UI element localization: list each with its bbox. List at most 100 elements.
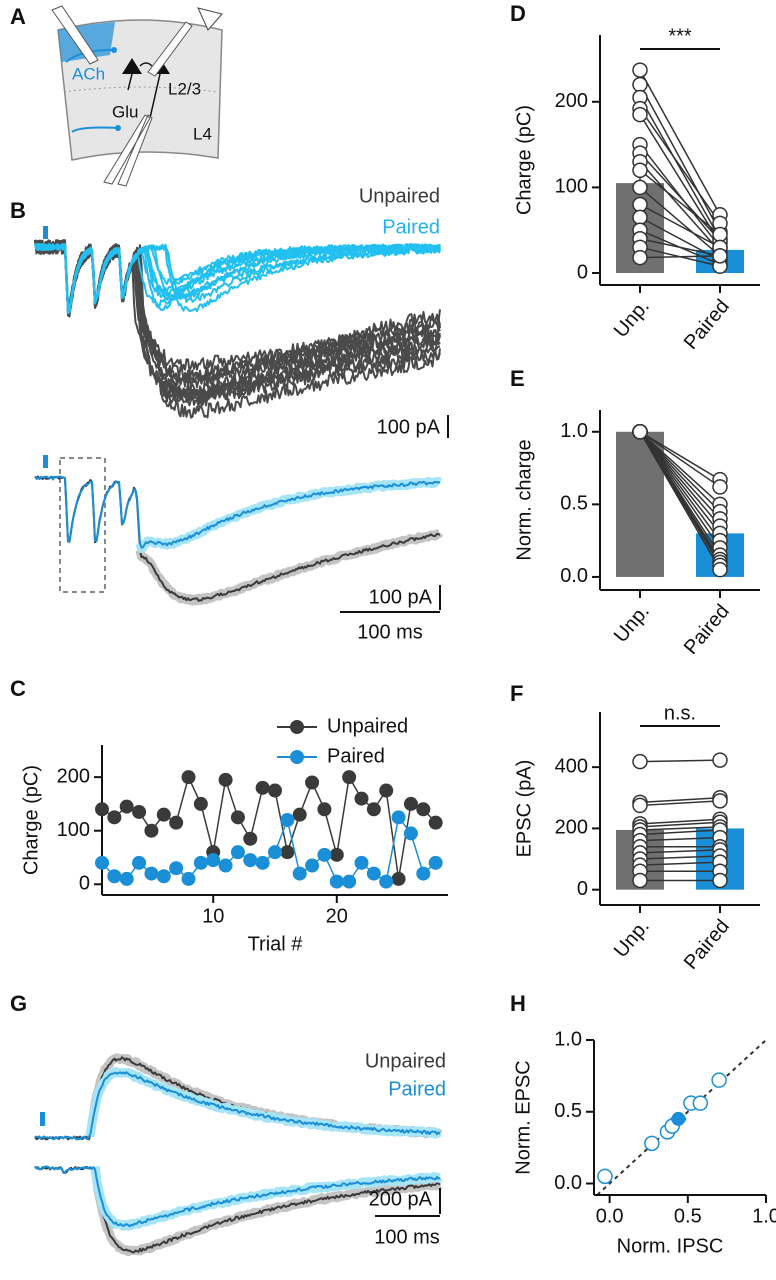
x-tick-label: Paired [680,600,734,658]
pair-point [712,561,728,578]
data-point [354,855,369,870]
pair-point [712,793,728,809]
x-tick-label: Paired [680,915,734,973]
data-point [317,847,332,862]
pair-line [639,836,721,842]
diagram-label: L2/3 [168,79,201,98]
legend-swatch [290,750,304,764]
panel-letter: H [510,991,526,1016]
data-point [403,796,418,811]
data-point [230,810,245,825]
pair-line [639,855,721,860]
pair-line [639,84,721,233]
pair-point [632,179,648,196]
panel-letter: F [510,681,523,706]
connection [139,62,153,67]
diagram-label: ACh [72,64,105,83]
diagram-label: L4 [193,124,212,143]
data-point [317,802,332,817]
x-axis-title: Norm. IPSC [617,1235,724,1257]
pair-line [639,186,721,257]
data-point [169,861,184,876]
x-tick-label: 0.5 [674,1205,702,1227]
pair-point [632,76,648,93]
data-point [255,855,270,870]
pair-point [632,424,648,440]
data-point [428,855,443,870]
panel-letter: B [10,198,26,223]
pair-point [632,209,648,226]
data-point [644,1135,660,1152]
significance-label: *** [668,25,692,47]
data-point [243,853,258,868]
pair-line [639,800,721,807]
data-point [416,866,431,881]
pair-point [632,62,648,78]
pair-line [639,829,721,836]
data-point [156,807,171,822]
data-point [366,866,381,881]
data-point [342,874,357,889]
data-point [403,826,418,841]
pair-point [632,249,648,266]
trace [34,1165,441,1228]
x-tick-label: Unp. [610,295,654,342]
data-point [342,770,357,785]
x-tick-label: 20 [326,905,348,927]
trace [34,475,441,549]
data-point [144,866,159,881]
y-tick-label: 0.5 [554,1100,582,1122]
pair-point [712,479,728,495]
x-tick-label: 1.0 [752,1205,776,1227]
y-tick-label: 200 [555,90,588,112]
y-axis-title: Charge (pC) [20,765,42,875]
y-tick-label: 0 [577,878,588,900]
data-point [305,775,320,790]
pair-point [632,162,648,179]
x-tick-label: 10 [202,905,224,927]
trace [85,1067,443,1139]
legend-swatch [290,720,304,734]
data-point [329,874,344,889]
pair-point [712,248,728,264]
pair-line [639,431,721,505]
data-point [119,799,134,814]
data-point [416,802,431,817]
data-point [95,802,109,817]
data-point [218,772,233,787]
pipette [51,5,99,65]
pair-line [639,161,721,253]
scale-label: 100 ms [357,621,423,643]
data-point [243,831,258,846]
data-point [711,1072,727,1088]
data-point [132,804,147,819]
x-axis-title: Trial # [248,933,304,955]
data-point [280,813,295,827]
data-point [379,783,394,798]
y-tick-label: 100 [555,176,588,198]
data-point [329,847,344,862]
x-tick-label: Unp. [610,915,654,962]
diagram-label: Glu [112,102,138,121]
pair-line [639,826,721,831]
pair-line [639,849,721,854]
data-point [692,1095,709,1111]
y-tick-label: 0 [79,873,90,895]
pair-point [632,196,648,213]
pair-line [639,238,721,257]
y-tick-label: 0.0 [554,1172,582,1194]
pair-line [639,203,721,248]
data-point [169,815,184,830]
panel-letter: D [510,1,526,26]
legend-label: Unpaired [365,1050,446,1072]
data-point [107,810,122,825]
stim-electrode [103,114,153,187]
y-tick-label: 0 [577,261,588,283]
y-axis-title: EPSC (pA) [513,760,535,858]
trace [34,1071,441,1141]
data-point [181,770,196,785]
pair-line [639,114,721,244]
data-point [193,796,208,811]
x-tick-label: 0.0 [596,1205,624,1227]
